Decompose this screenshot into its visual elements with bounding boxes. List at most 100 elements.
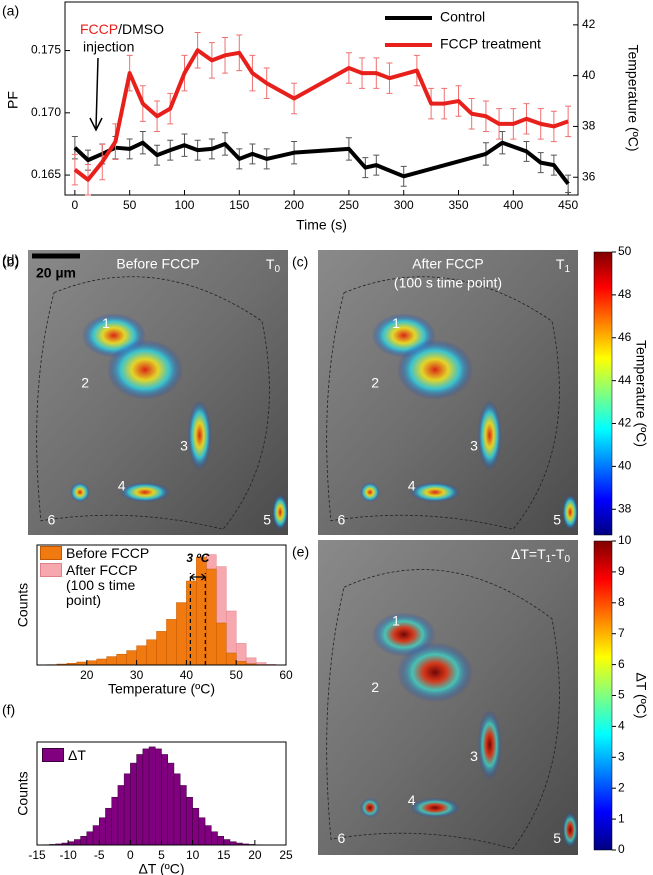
x-tick-label: 100: [174, 198, 194, 212]
histogram-bar: [167, 762, 175, 846]
colorbar-tick-label: 38: [618, 501, 632, 515]
temperature-map: [397, 339, 473, 400]
histogram-bar: [130, 762, 137, 846]
x-tick-label: -5: [94, 848, 105, 862]
histogram-bar: [96, 658, 107, 666]
colorbar: [593, 540, 613, 851]
histogram-bar: [99, 817, 106, 846]
x-tick-label: 30: [130, 668, 144, 682]
legend-entry: Before FCCP: [40, 546, 180, 561]
x-tick-label: 50: [230, 668, 244, 682]
histogram-bar: [161, 754, 168, 846]
data-line: [73, 140, 570, 186]
x-axis-label: Temperature (ºC): [108, 681, 215, 697]
histogram-bar: [117, 785, 125, 846]
cell-label: 3: [470, 437, 478, 453]
x-tick-label: 400: [503, 198, 523, 212]
colorbar-tick-label: 4: [618, 719, 625, 733]
temperature-map: [410, 797, 460, 818]
plot-frame: [36, 544, 287, 666]
histogram-bar: [198, 817, 206, 846]
image-title: (100 s time point): [394, 275, 502, 291]
panel-label: (f): [2, 702, 15, 718]
histogram-bar: [155, 748, 162, 846]
histogram-bar: [123, 773, 131, 846]
colorbar-tick-label: 6: [618, 657, 625, 671]
cell-outline: [326, 569, 560, 850]
temperature-map: [477, 709, 502, 780]
time-label-part: -T: [551, 546, 565, 562]
x-tick-label: 10: [186, 848, 200, 862]
legend-label: After FCCP (100 s time point): [66, 562, 138, 608]
x-tick-label: 350: [449, 198, 469, 212]
annotation: 3 ºC: [186, 551, 209, 565]
time-label: T1: [556, 256, 571, 275]
plot-frame: [64, 1, 579, 196]
x-tick-label: 20: [80, 668, 94, 682]
x-axis-label: Time (s): [296, 217, 347, 233]
histogram-bar: [116, 653, 127, 666]
time-label-subscript: 0: [564, 554, 570, 565]
histogram-bar: [229, 841, 237, 846]
histogram-bar: [111, 796, 119, 846]
legend-label: FCCP treatment: [440, 36, 541, 52]
error-bar: [565, 105, 572, 138]
colorbar-tick-label: 0: [618, 842, 625, 856]
histogram-bar: [204, 825, 212, 846]
histogram-bar: [186, 796, 193, 846]
histogram-bar: [223, 839, 231, 846]
y2-axis-label: Temperature (ºC): [625, 44, 641, 151]
histogram-bar: [206, 568, 217, 666]
x-tick-label: 450: [558, 198, 578, 212]
colorbar-tick-label: 10: [618, 533, 632, 547]
time-label-subscript: 1: [546, 554, 552, 565]
x-tick-label: 20: [248, 848, 262, 862]
histogram-bar: [166, 619, 177, 666]
temperature-map: [360, 482, 380, 503]
cell-label: 6: [338, 830, 346, 846]
legend: Before FCCP After FCCP (100 s time point…: [40, 546, 180, 610]
x-tick-label: 250: [339, 198, 359, 212]
legend-label: Control: [440, 9, 485, 25]
x-tick-label: 5: [158, 848, 165, 862]
cell-outline: [36, 276, 270, 530]
cell-label: 6: [48, 511, 56, 527]
histogram-bar: [126, 650, 137, 666]
y2-tick-label: 42: [582, 17, 596, 31]
time-label-part: T: [556, 256, 565, 272]
histogram-bar: [186, 580, 197, 666]
x-tick-label: 0: [127, 848, 134, 862]
x-tick-label: -15: [28, 848, 46, 862]
x-tick-label: 200: [284, 198, 304, 212]
temperature-map: [397, 642, 473, 703]
histogram-bar: [173, 773, 181, 846]
histogram-bar: [74, 839, 81, 846]
time-label-subscript: 0: [274, 264, 280, 275]
image-title: After FCCP: [412, 256, 484, 272]
x-axis-label: ΔT (ºC): [138, 861, 184, 875]
time-label: ΔT=T1-T0: [511, 546, 570, 565]
colorbar-tick-label: 3: [618, 749, 625, 763]
time-label-part: ΔT=T: [511, 546, 546, 562]
cell-label: 3: [470, 748, 478, 764]
legend: ΔT: [42, 748, 86, 765]
histogram-bar: [86, 660, 98, 666]
colorbar-tick-label: 7: [618, 626, 625, 640]
legend-label: Before FCCP: [66, 545, 150, 561]
y-tick-label: 0.170: [31, 105, 61, 119]
x-tick-label: 25: [279, 848, 293, 862]
x-tick-label: 150: [229, 198, 249, 212]
colorbar-tick-label: 40: [618, 459, 632, 473]
histogram-bar: [92, 825, 100, 846]
histogram-bar: [176, 602, 187, 666]
panel-label: (d): [2, 252, 19, 268]
error-bar: [565, 174, 572, 194]
y2-tick-label: 36: [582, 169, 596, 183]
time-label-subscript: 1: [564, 264, 570, 275]
cell-label: 2: [371, 375, 379, 391]
cell-outline: [326, 276, 560, 530]
y-tick-label: 0.175: [31, 43, 61, 57]
x-tick-label: 15: [217, 848, 231, 862]
